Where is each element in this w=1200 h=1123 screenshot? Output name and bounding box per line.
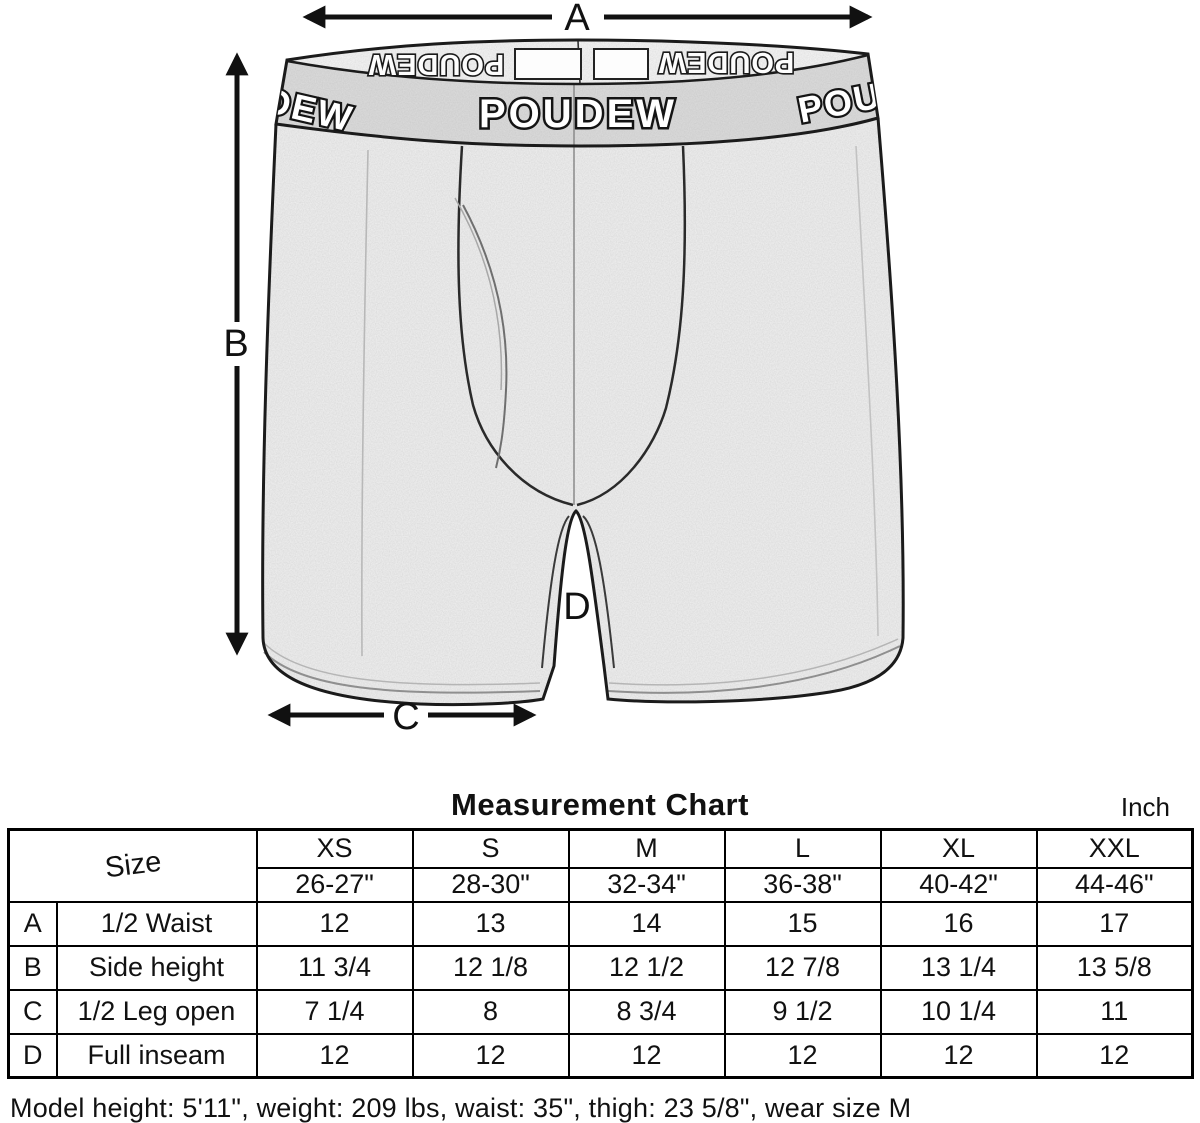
- brand-logo-inner-right: POUDEW: [658, 46, 795, 78]
- boxer-brief-drawing: POUDEW POUDEW POUDEW POUDEW POUDEW A B C…: [223, 0, 905, 738]
- chart-header: Measurement Chart Inch: [0, 782, 1200, 828]
- crotch-stitch-left: [541, 515, 570, 669]
- fly-opening-stitch: [454, 197, 503, 391]
- dimension-label-a: A: [564, 0, 590, 39]
- chart-title: Measurement Chart: [451, 787, 749, 822]
- leg-open-xs: 7 1/4: [255, 988, 414, 1035]
- full-inseam-xl: 12: [879, 1032, 1038, 1079]
- row-letter: D: [7, 1032, 58, 1079]
- hem-stitch-left-inner: [263, 642, 541, 686]
- size-header-xxl: XXL: [1035, 828, 1194, 869]
- front-pouch-left-edge: [457, 145, 574, 507]
- full-inseam-s: 12: [411, 1032, 570, 1079]
- dimension-arrows: [225, 5, 873, 727]
- waist-range-xs: 26-27": [255, 866, 414, 903]
- side-height-l: 12 7/8: [723, 944, 882, 991]
- side-height-xs: 11 3/4: [255, 944, 414, 991]
- fly-opening-curve: [462, 204, 508, 469]
- leg-open-s: 8: [411, 988, 570, 1035]
- row-name: Side height: [55, 944, 258, 991]
- size-corner-cell: Size: [7, 828, 258, 903]
- row-letter: C: [7, 988, 58, 1035]
- dimension-label-b: B: [223, 323, 248, 365]
- measurement-table: Size XS S M L XL XXL 26-27" 28-30" 32-34…: [7, 828, 1195, 1079]
- left-leg-seam: [361, 149, 369, 657]
- side-height-m: 12 1/2: [567, 944, 726, 991]
- size-header-l: L: [723, 828, 882, 869]
- hem-stitch-right-inner: [608, 638, 899, 686]
- size-header-xs: XS: [255, 828, 414, 869]
- full-inseam-m: 12: [567, 1032, 726, 1079]
- table-row-waist-ranges: 26-27" 28-30" 32-34" 36-38" 40-42" 44-46…: [9, 866, 1194, 903]
- fabric-fills: [262, 40, 904, 705]
- row-name: 1/2 Waist: [55, 900, 258, 947]
- size-corner-label: Size: [102, 845, 163, 885]
- right-leg-seam: [855, 145, 879, 637]
- size-header-m: M: [567, 828, 726, 869]
- full-inseam-xs: 12: [255, 1032, 414, 1079]
- table-row-side-height: B Side height 11 3/4 12 1/8 12 1/2 12 7/…: [7, 944, 1194, 991]
- half-waist-m: 14: [567, 900, 726, 947]
- waistband-front-top-edge: [286, 53, 869, 86]
- table-row-half-waist: A 1/2 Waist 12 13 14 15 16 17: [7, 900, 1194, 947]
- seam-details: [263, 40, 901, 694]
- boxer-brief-diagram: POUDEW POUDEW POUDEW POUDEW POUDEW A B C…: [223, 0, 905, 738]
- brief-body-fill: [262, 118, 904, 705]
- brief-body-outline: [261, 117, 905, 707]
- full-inseam-xxl: 12: [1035, 1032, 1194, 1079]
- waistband-outline: [274, 38, 880, 148]
- half-waist-xs: 12: [255, 900, 414, 947]
- row-name: Full inseam: [55, 1032, 258, 1079]
- full-inseam-l: 12: [723, 1032, 882, 1079]
- outlines: [261, 38, 905, 707]
- brand-logo-front: POUDEW: [479, 92, 677, 136]
- half-waist-s: 13: [411, 900, 570, 947]
- front-pouch-right-edge: [576, 145, 687, 507]
- table-row-sizes: Size XS S M L XL XXL: [7, 828, 1194, 903]
- dimension-label-d: D: [563, 586, 590, 628]
- waist-range-m: 32-34": [567, 866, 726, 903]
- hem-stitch-right-outer: [607, 645, 901, 694]
- hem-stitch-left-outer: [263, 651, 541, 694]
- leg-open-m: 8 3/4: [567, 988, 726, 1035]
- side-height-xxl: 13 5/8: [1035, 944, 1194, 991]
- size-header-s: S: [411, 828, 570, 869]
- model-info-note: Model height: 5'11", weight: 209 lbs, wa…: [10, 1093, 912, 1123]
- leg-open-xxl: 11: [1035, 988, 1194, 1035]
- row-name: 1/2 Leg open: [55, 988, 258, 1035]
- waist-range-xxl: 44-46": [1035, 866, 1194, 903]
- waistband-label-patch-left: [514, 48, 582, 80]
- waist-range-l: 36-38": [723, 866, 882, 903]
- side-height-s: 12 1/8: [411, 944, 570, 991]
- leg-open-l: 9 1/2: [723, 988, 882, 1035]
- crotch-stitch-right: [582, 515, 615, 669]
- waistband-label-patch-right: [593, 48, 649, 80]
- table-row-full-inseam: D Full inseam 12 12 12 12 12 12: [7, 1032, 1194, 1079]
- chart-unit-label: Inch: [1120, 792, 1170, 822]
- row-letter: B: [7, 944, 58, 991]
- half-waist-l: 15: [723, 900, 882, 947]
- row-letter: A: [7, 900, 58, 947]
- waist-range-xl: 40-42": [879, 866, 1038, 903]
- dimension-label-c: C: [392, 696, 419, 738]
- side-height-xl: 13 1/4: [879, 944, 1038, 991]
- table-row-leg-open: C 1/2 Leg open 7 1/4 8 8 3/4 9 1/2 10 1/…: [7, 988, 1194, 1035]
- half-waist-xxl: 17: [1035, 900, 1194, 947]
- size-header-xl: XL: [879, 828, 1038, 869]
- brand-logo-inner-left: POUDEW: [368, 48, 505, 80]
- half-waist-xl: 16: [879, 900, 1038, 947]
- waist-range-s: 28-30": [411, 866, 570, 903]
- leg-open-xl: 10 1/4: [879, 988, 1038, 1035]
- waistband-label-patches: [514, 48, 649, 80]
